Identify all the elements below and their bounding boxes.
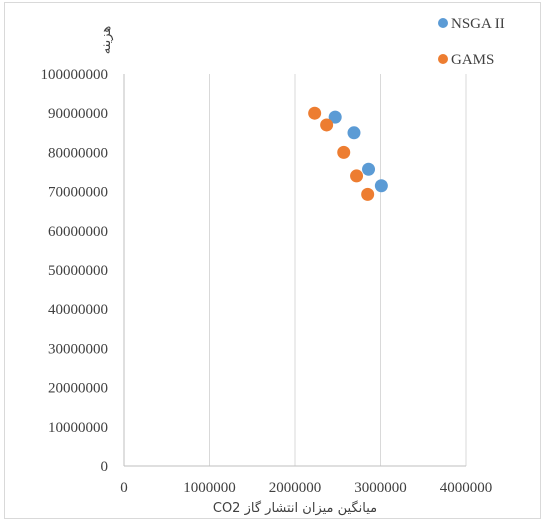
data-point bbox=[350, 169, 364, 183]
data-point bbox=[374, 179, 388, 193]
x-tick-label: 0 bbox=[120, 480, 128, 496]
grid-lines bbox=[209, 74, 467, 466]
y-tick-label: 50000000 bbox=[48, 263, 108, 279]
data-point bbox=[362, 162, 376, 176]
x-tick-label: 4000000 bbox=[440, 480, 493, 496]
x-axis-label: میانگین میزان انتشار گاز CO2 bbox=[213, 500, 377, 516]
axes bbox=[123, 74, 466, 467]
y-axis-label: هزینه bbox=[99, 26, 114, 55]
legend-marker bbox=[438, 18, 448, 28]
data-point bbox=[320, 118, 334, 132]
x-tick-label: 1000000 bbox=[183, 480, 236, 496]
data-point bbox=[308, 106, 322, 120]
data-point bbox=[361, 187, 375, 201]
y-tick-label: 80000000 bbox=[48, 145, 108, 161]
y-tick-label: 30000000 bbox=[48, 341, 108, 357]
legend-label: GAMS bbox=[451, 52, 494, 68]
y-tick-label: 100000000 bbox=[41, 67, 109, 83]
y-tick-label: 70000000 bbox=[48, 185, 108, 201]
y-tick-label: 10000000 bbox=[48, 420, 108, 436]
x-tick-label: 3000000 bbox=[354, 480, 407, 496]
y-tick-label: 90000000 bbox=[48, 106, 108, 122]
data-points bbox=[308, 106, 388, 201]
x-tick-label: 2000000 bbox=[269, 480, 322, 496]
x-tick-labels: 0 1000000 2000000 3000000 4000000 bbox=[120, 480, 492, 496]
data-point bbox=[347, 126, 361, 140]
chart-frame bbox=[4, 2, 541, 519]
data-point bbox=[337, 145, 351, 159]
data-point bbox=[328, 110, 342, 124]
legend-marker bbox=[438, 54, 448, 64]
y-tick-label: 0 bbox=[101, 459, 109, 475]
y-tick-label: 20000000 bbox=[48, 381, 108, 397]
y-tick-labels: 0 10000000 20000000 30000000 40000000 5000000… bbox=[41, 67, 109, 475]
y-tick-label: 40000000 bbox=[48, 302, 108, 318]
legend: NSGA II GAMS bbox=[438, 16, 505, 68]
legend-label: NSGA II bbox=[451, 16, 505, 32]
y-tick-label: 60000000 bbox=[48, 224, 108, 240]
